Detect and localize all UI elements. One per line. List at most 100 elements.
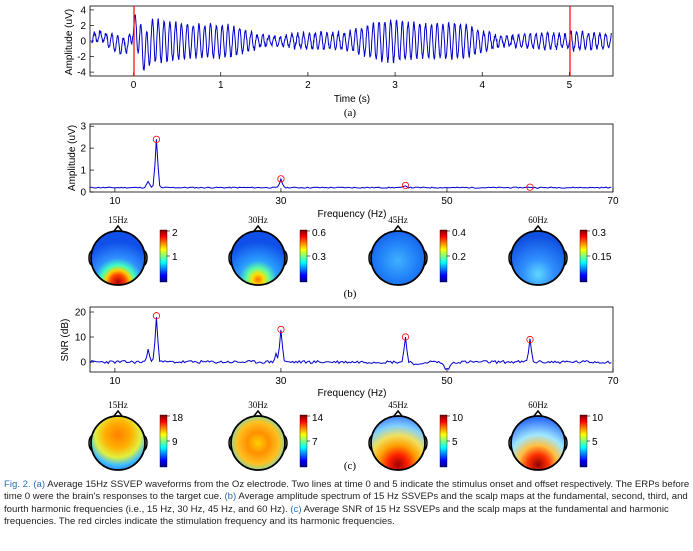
panel-b-colorbar-mid-label: 0.2	[452, 252, 466, 263]
panel-c-scalp-map: 45Hz 10 5	[368, 400, 464, 471]
caption-ref-b[interactable]: (b)	[224, 491, 237, 503]
caption-ref-c[interactable]: (c)	[290, 503, 302, 515]
panel-b-map-title: 60Hz	[528, 215, 548, 225]
panel-b-axes	[89, 123, 614, 193]
head-icon	[370, 230, 426, 286]
panel-c-ylabel: SNR (dB)	[60, 319, 71, 362]
peak-marker	[401, 333, 410, 341]
panel-b-ytick-label: 0	[80, 188, 86, 199]
panel-c-colorbar	[159, 414, 168, 468]
panel-b-colorbar-mid-label: 0.3	[312, 252, 326, 263]
panel-b-xtick-label: 10	[109, 196, 121, 207]
head-icon	[370, 415, 426, 471]
panel-b-ytick-label: 1	[80, 166, 86, 177]
panel-a-xtick-label: 5	[567, 80, 573, 91]
nose-icon	[113, 409, 123, 417]
panel-a-xtick-label: 0	[131, 80, 137, 91]
panel-a-ytick-label: -2	[77, 52, 86, 63]
peak-marker	[152, 135, 161, 143]
panel-b-colorbar-max-label: 2	[172, 228, 178, 239]
panel-b-scalp-map: 30Hz 0.6 0.3	[228, 215, 326, 286]
nose-icon	[533, 409, 543, 417]
panel-c-scalp-map: 30Hz 14 7	[228, 400, 324, 471]
panel-b-scalp-map: 45Hz 0.4 0.2	[368, 215, 466, 286]
panel-b-scalp-map: 15Hz 2 1	[88, 215, 178, 286]
panel-b-ytick-label: 3	[80, 122, 86, 133]
panel-c-ytick-label: 0	[80, 358, 86, 369]
peak-marker	[152, 312, 161, 320]
nose-icon	[393, 224, 403, 232]
panel-c-ytick-label: 10	[75, 333, 87, 344]
panel-c-colorbar-max-label: 18	[172, 413, 184, 424]
panel-b-colorbar	[159, 229, 168, 283]
panel-b-colorbar-mid-label: 0.15	[592, 252, 612, 263]
panel-a-ylabel: Amplitude (uV)	[64, 9, 75, 75]
panel-c-colorbar	[439, 414, 448, 468]
panel-c-axes	[89, 306, 614, 373]
panel-c-map-title: 45Hz	[388, 400, 408, 410]
head-icon	[510, 230, 566, 286]
nose-icon	[533, 224, 543, 232]
head-icon	[510, 415, 566, 471]
panel-c-xtick-label: 50	[441, 376, 453, 387]
panel-c-colorbar-mid-label: 9	[172, 437, 178, 448]
caption-text-b: Average amplitude spectrum of 15 Hz SSVE…	[4, 491, 688, 515]
peak-marker	[401, 181, 410, 190]
panel-c-xtick-label: 70	[607, 376, 619, 387]
panel-c-colorbar-max-label: 10	[592, 413, 604, 424]
head-icon	[230, 230, 286, 286]
panel-b-colorbar-max-label: 0.4	[452, 228, 466, 239]
panel-c-colorbar	[299, 414, 308, 468]
panel-a-ytick-label: -4	[77, 68, 86, 79]
caption-text-a: Average 15Hz SSVEP waveforms from the Oz…	[4, 479, 690, 503]
panel-a-label: (a)	[344, 107, 357, 119]
panel-c-xlabel: Frequency (Hz)	[318, 388, 387, 399]
head-icon	[230, 415, 286, 471]
panel-c: 20 10 0 10 30 50 70 SNR (dB) Frequency (Hz) 1…	[60, 306, 619, 472]
panel-a-ytick-label: 0	[80, 37, 86, 48]
panel-c-colorbar	[579, 414, 588, 468]
panel-a-xtick-label: 2	[305, 80, 311, 91]
peak-marker	[277, 325, 285, 334]
nose-icon	[253, 409, 263, 417]
panel-c-xtick-label: 30	[275, 376, 287, 387]
panel-c-label: (c)	[344, 460, 357, 472]
caption-text-c: Average SNR of 15 Hz SSVEPs and the scal…	[4, 503, 669, 527]
nose-icon	[113, 224, 123, 232]
panel-c-xtick-label: 10	[109, 376, 121, 387]
panel-c-colorbar-mid-label: 7	[312, 437, 318, 448]
panel-c-colorbar-mid-label: 5	[452, 437, 458, 448]
panel-b-colorbar	[299, 229, 308, 283]
peak-marker	[277, 175, 285, 183]
panel-a-xlabel: Time (s)	[334, 94, 370, 105]
panel-b-colorbar	[439, 229, 448, 283]
panel-c-colorbar-max-label: 14	[312, 413, 324, 424]
panel-c-colorbar-max-label: 10	[452, 413, 464, 424]
panel-b-colorbar-mid-label: 1	[172, 252, 178, 263]
panel-b-xtick-label: 50	[441, 196, 453, 207]
panel-c-ytick-label: 20	[75, 308, 87, 319]
panel-c-scalp-map: 15Hz 18 9	[88, 400, 184, 471]
peak-marker	[526, 335, 534, 344]
panel-c-map-title: 30Hz	[248, 400, 268, 410]
panel-b-colorbar-max-label: 0.3	[592, 228, 606, 239]
panel-a-xtick-label: 1	[218, 80, 224, 91]
panel-c-snr-curve	[89, 317, 612, 370]
figure-caption: Fig. 2. (a) Average 15Hz SSVEP waveforms…	[4, 479, 690, 528]
panel-a: 4 2 0 -2 -4 0 1 2 3 4 5 Amplitude (uV) Time (s) (…	[64, 5, 614, 119]
panel-b-colorbar-max-label: 0.6	[312, 228, 326, 239]
panel-c-map-title: 60Hz	[528, 400, 548, 410]
caption-ref-a[interactable]: (a)	[33, 479, 46, 490]
panel-b-xtick-label: 70	[607, 196, 619, 207]
nose-icon	[253, 224, 263, 232]
head-icon	[90, 230, 146, 286]
peak-marker	[526, 183, 534, 191]
panel-b-colorbar	[579, 229, 588, 283]
caption-fig-label: Fig. 2.	[4, 479, 31, 490]
panel-c-scalp-map: 60Hz 10 5	[508, 400, 604, 471]
panel-b-map-title: 30Hz	[248, 215, 268, 225]
panel-c-map-title: 15Hz	[108, 400, 128, 410]
head-icon	[90, 415, 146, 471]
